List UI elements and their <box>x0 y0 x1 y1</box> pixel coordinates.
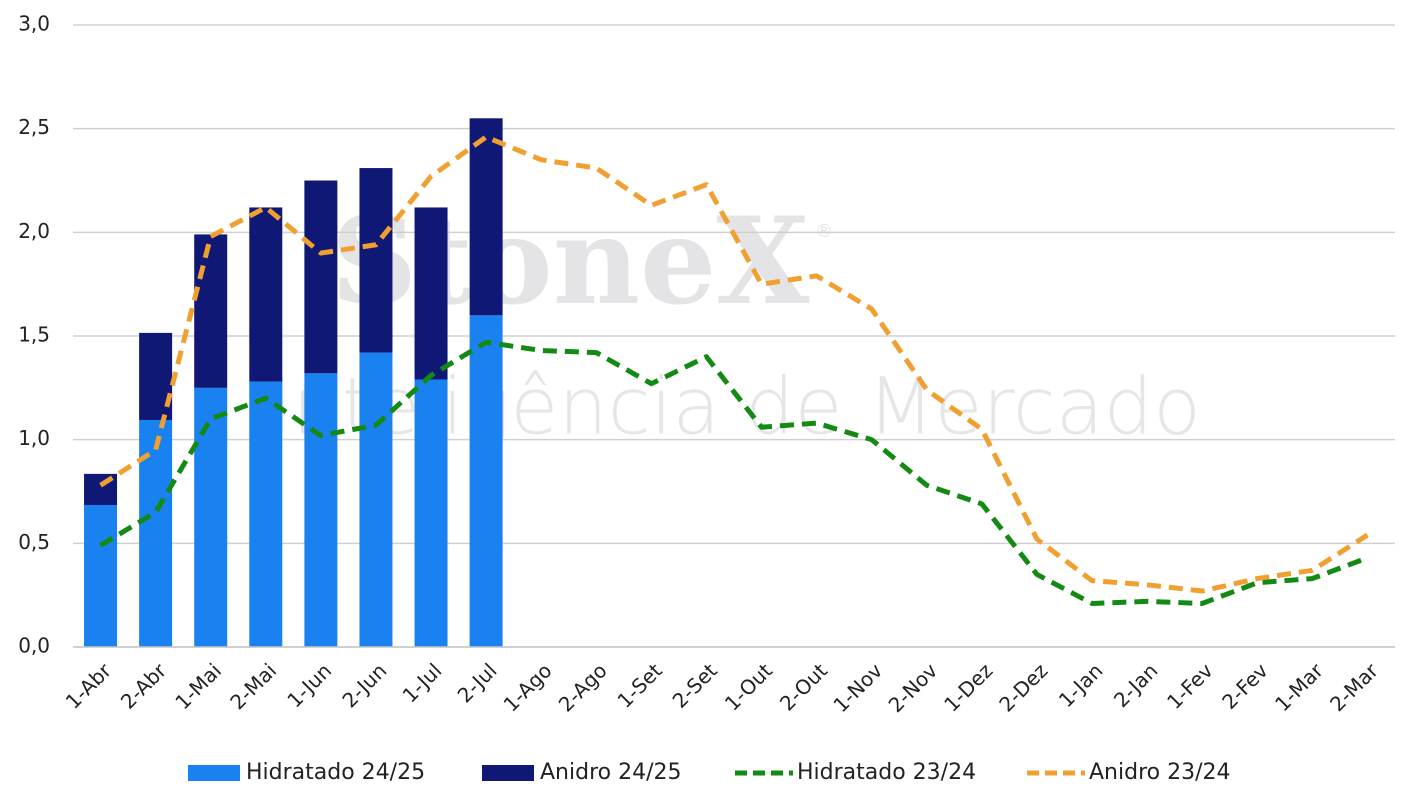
y-tick-label: 0,5 <box>18 530 50 554</box>
bar <box>139 419 173 647</box>
x-tick-label: 2-Mai <box>225 658 281 714</box>
x-tick-label: 2-Fev <box>1217 658 1273 714</box>
x-tick-label: 2-Jan <box>1109 658 1163 712</box>
x-tick-label: 1-Set <box>612 658 666 712</box>
bar <box>359 352 393 647</box>
legend-swatch <box>188 765 240 781</box>
y-tick-label: 2,5 <box>18 115 50 139</box>
bar <box>194 234 228 388</box>
watermark-brand: StoneX <box>331 191 810 332</box>
bar <box>469 315 503 647</box>
legend-swatch <box>482 765 534 781</box>
x-tick-label: 2-Out <box>775 658 832 715</box>
bar <box>304 180 338 374</box>
bar <box>469 118 503 316</box>
x-tick-label: 1-Jul <box>398 658 447 707</box>
legend: Hidratado 24/25 Anidro 24/25 Hidratado 23/… <box>188 760 1231 785</box>
bar <box>359 168 393 353</box>
y-tick-label: 1,0 <box>18 426 50 450</box>
x-tick-label: 1-Abr <box>61 658 117 714</box>
bar <box>414 379 448 647</box>
y-tick-label: 1,5 <box>18 323 50 347</box>
watermark-mark: ® <box>815 221 833 242</box>
legend-label: Anidro 23/24 <box>1089 760 1231 785</box>
x-tick-label: 1-Mai <box>170 658 226 714</box>
x-tick-label: 2-Jul <box>453 658 502 707</box>
x-tick-label: 1-Dez <box>939 658 997 716</box>
bar <box>84 504 118 647</box>
bar <box>304 373 338 647</box>
bar <box>249 381 283 647</box>
y-tick-label: 3,0 <box>18 12 50 36</box>
x-tick-label: 1-Mar <box>1270 658 1328 716</box>
x-tick-label: 1-Fev <box>1162 658 1218 714</box>
x-tick-label: 1-Jan <box>1054 658 1108 712</box>
x-tick-label: 2-Jun <box>337 658 391 712</box>
y-tick-label: 2,0 <box>18 219 50 243</box>
x-tick-label: 2-Mar <box>1325 658 1383 716</box>
x-tick-label: 1-Ago <box>499 658 557 716</box>
bar <box>194 387 228 647</box>
x-tick-label: 2-Dez <box>994 658 1052 716</box>
x-tick-label: 1-Jun <box>282 658 336 712</box>
x-tick-label: 2-Ago <box>554 658 612 716</box>
x-tick-label: 1-Nov <box>828 658 887 717</box>
legend-label: Hidratado 23/24 <box>797 760 976 785</box>
x-tick-label: 2-Set <box>668 658 722 712</box>
line <box>99 339 1369 606</box>
x-tick-label: 1-Out <box>720 658 777 715</box>
bar <box>414 207 448 380</box>
legend-label: Anidro 24/25 <box>540 760 682 785</box>
line <box>99 134 1369 594</box>
legend-label: Hidratado 24/25 <box>246 760 425 785</box>
bar <box>249 207 283 382</box>
y-tick-label: 0,0 <box>18 634 50 658</box>
x-tick-label: 2-Abr <box>116 658 172 714</box>
x-tick-label: 2-Nov <box>884 658 943 717</box>
